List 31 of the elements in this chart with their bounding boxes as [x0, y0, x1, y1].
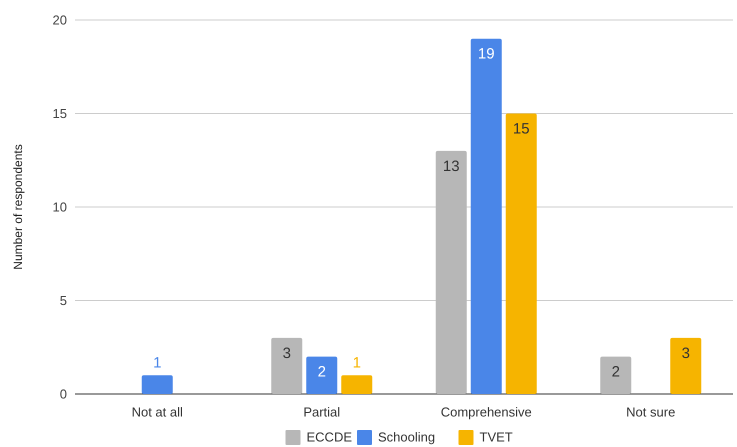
bar — [506, 114, 537, 394]
x-tick-label: Not sure — [626, 404, 676, 420]
data-label: 2 — [318, 364, 326, 381]
bar — [341, 375, 372, 394]
data-label: 19 — [478, 46, 495, 63]
y-tick-label: 20 — [52, 12, 67, 28]
legend-label: Schooling — [378, 430, 436, 445]
legend-label: ECCDE — [306, 430, 352, 445]
bar — [600, 356, 632, 394]
bar — [142, 375, 173, 394]
data-label: 3 — [282, 344, 291, 362]
y-tick-label: 15 — [52, 106, 67, 122]
y-tick-label: 5 — [60, 293, 67, 308]
x-tick-label: Not at all — [132, 404, 184, 420]
y-tick-label: 10 — [52, 200, 67, 215]
x-tick-label: Comprehensive — [440, 404, 532, 420]
bar — [436, 150, 467, 394]
bar — [271, 338, 302, 394]
bar — [670, 338, 702, 394]
data-label: 13 — [442, 158, 460, 175]
data-label: 2 — [612, 364, 620, 381]
data-label: 1 — [153, 354, 162, 372]
y-axis-title: Number of respondents — [11, 144, 26, 270]
bar — [306, 356, 338, 394]
bar — [470, 38, 502, 394]
y-tick-label: 0 — [60, 386, 67, 402]
legend-label: TVET — [480, 430, 513, 445]
data-label: 1 — [352, 354, 361, 372]
data-label: 15 — [512, 120, 530, 138]
data-label: 3 — [682, 344, 690, 362]
x-tick-label: Partial — [303, 404, 340, 420]
